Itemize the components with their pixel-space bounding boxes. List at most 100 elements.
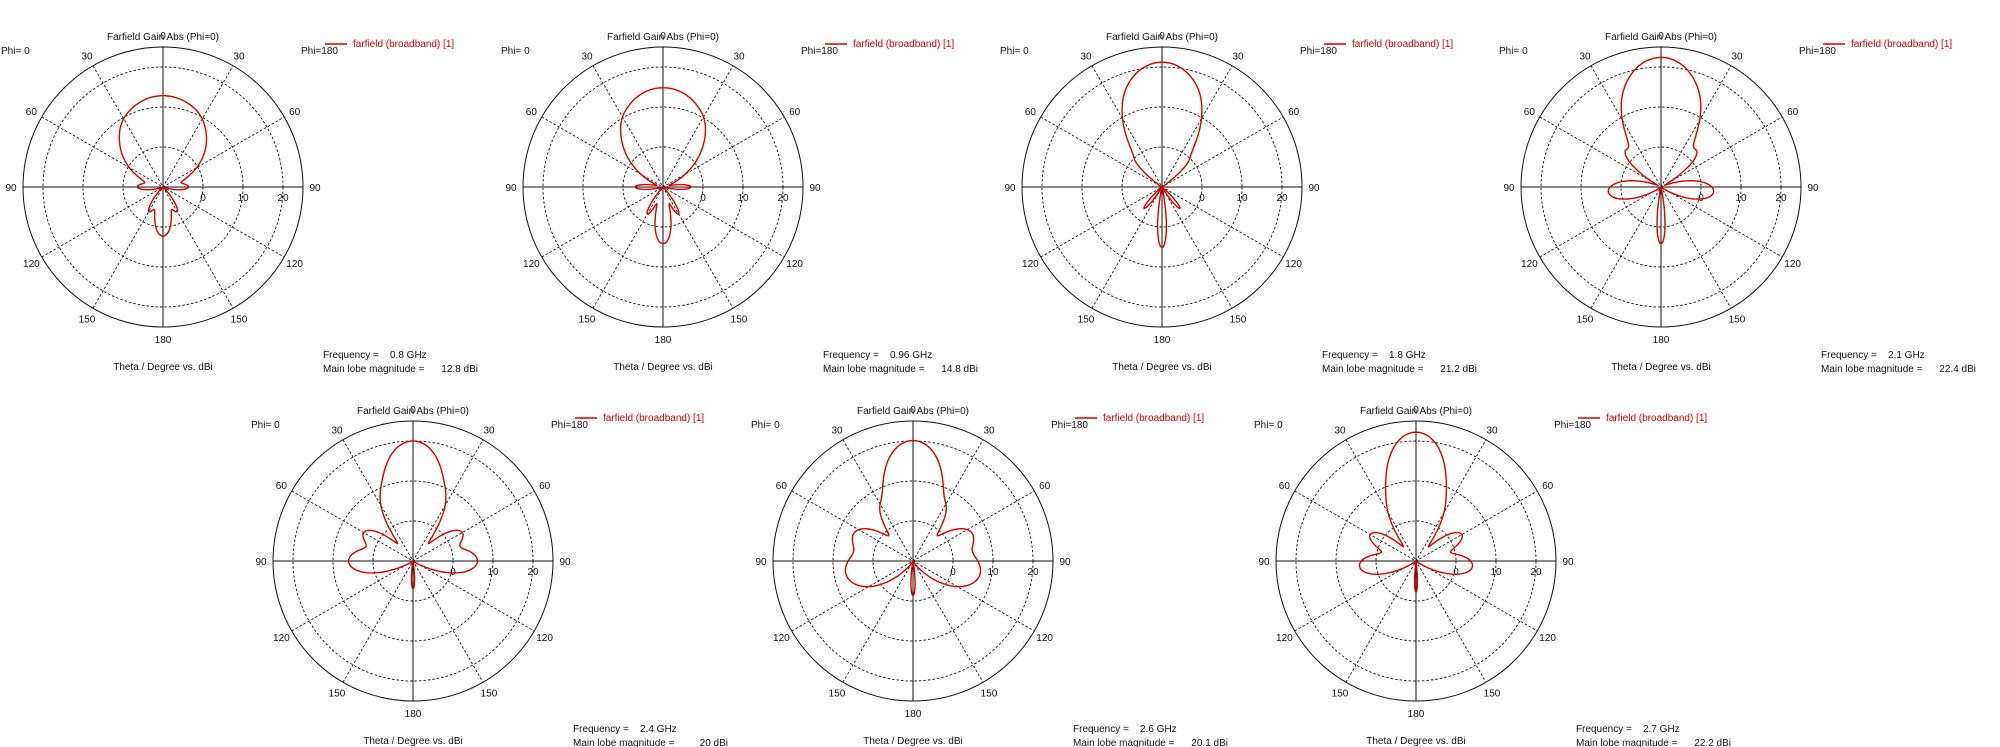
gain-trace (1121, 61, 1203, 249)
angle-tick-label: 150 (481, 689, 498, 700)
radial-tick-label: 20 (527, 567, 539, 578)
angle-tick-label: 60 (1279, 481, 1291, 492)
angle-tick-label: 30 (1579, 51, 1591, 62)
phi-left-label: Phi= 0 (251, 420, 280, 431)
radial-tick-label: 20 (277, 193, 289, 204)
angle-tick-label: 90 (1059, 557, 1071, 568)
angle-tick-label: 180 (405, 709, 422, 720)
x-axis-label: Theta / Degree vs. dBi (863, 736, 963, 747)
phi-left-label: Phi= 0 (501, 46, 530, 57)
angle-tick-label: 180 (155, 335, 172, 346)
phi-right-label: Phi=180 (1799, 46, 1836, 57)
angle-tick-label: 120 (1276, 633, 1293, 644)
main-lobe-value: 22.4 dBi (1939, 364, 1976, 375)
angle-tick-label: 30 (983, 425, 995, 436)
angle-tick-label: 60 (1288, 107, 1300, 118)
radial-tick-label: 20 (1027, 567, 1039, 578)
x-axis-label: Theta / Degree vs. dBi (1611, 362, 1711, 373)
angle-tick-label: 60 (1542, 481, 1554, 492)
phi-left-label: Phi= 0 (1499, 46, 1528, 57)
legend-label: farfield (broadband) [1] (353, 39, 454, 50)
angle-tick-label: 90 (1562, 557, 1574, 568)
plot-title: Farfield Gain Abs (Phi=0) (1605, 32, 1717, 43)
phi-right-label: Phi=180 (301, 46, 338, 57)
radial-tick-label: 0 (950, 567, 956, 578)
angle-tick-label: 150 (1729, 315, 1746, 326)
legend-label: farfield (broadband) [1] (1103, 413, 1204, 424)
angle-tick-label: 0 (910, 405, 916, 416)
radial-tick-label: 0 (1453, 567, 1459, 578)
angle-tick-label: 30 (733, 51, 745, 62)
polar-plot-7: Farfield Gain Abs (Phi=0)030609012015018… (1254, 405, 1731, 747)
angle-tick-label: 150 (231, 315, 248, 326)
angle-tick-label: 150 (329, 689, 346, 700)
angle-tick-label: 90 (755, 557, 767, 568)
main-lobe-label: Main lobe magnitude = (823, 364, 925, 375)
radial-tick-label: 10 (1735, 193, 1747, 204)
angle-tick-label: 60 (1025, 107, 1037, 118)
phi-left-label: Phi= 0 (751, 420, 780, 431)
angle-tick-label: 150 (1577, 315, 1594, 326)
angle-tick-label: 30 (1486, 425, 1498, 436)
angle-tick-label: 180 (1154, 335, 1171, 346)
polar-plot-2: Farfield Gain Abs (Phi=0)030609012015018… (501, 31, 978, 375)
main-lobe-value: 12.8 dBi (441, 364, 478, 375)
plot-title: Farfield Gain Abs (Phi=0) (1106, 32, 1218, 43)
phi-right-label: Phi=180 (801, 46, 838, 57)
angle-tick-label: 150 (1332, 689, 1349, 700)
angle-tick-label: 0 (1413, 405, 1419, 416)
polar-plot-1: Farfield Gain Abs (Phi=0)030609012015018… (1, 31, 478, 375)
radial-tick-label: 10 (737, 193, 749, 204)
x-axis-label: Theta / Degree vs. dBi (613, 362, 713, 373)
radial-tick-label: 10 (1490, 567, 1502, 578)
gain-trace (118, 95, 208, 237)
angle-tick-label: 60 (526, 107, 538, 118)
legend-label: farfield (broadband) [1] (853, 39, 954, 50)
main-lobe-value: 20.1 dBi (1191, 738, 1228, 747)
phi-right-label: Phi=180 (1051, 420, 1088, 431)
angle-tick-label: 0 (1658, 31, 1664, 42)
angle-tick-label: 60 (289, 107, 301, 118)
frequency-value: 0.96 GHz (890, 350, 932, 361)
radial-tick-label: 10 (487, 567, 499, 578)
angle-tick-label: 0 (660, 31, 666, 42)
angle-tick-label: 150 (981, 689, 998, 700)
angle-tick-label: 90 (559, 557, 571, 568)
radial-tick-label: 20 (1530, 567, 1542, 578)
phi-left-label: Phi= 0 (1000, 46, 1029, 57)
angle-tick-label: 90 (1807, 183, 1819, 194)
polar-plot-4: Farfield Gain Abs (Phi=0)0 30 60 90 120 150 18… (1499, 31, 1976, 375)
phi-right-label: Phi=180 (1554, 420, 1591, 431)
main-lobe-label: Main lobe magnitude = (1322, 364, 1424, 375)
angle-tick-label: 90 (1503, 183, 1515, 194)
main-lobe-value: 14.8 dBi (941, 364, 978, 375)
angle-tick-label: 30 (81, 51, 93, 62)
frequency-label: Frequency = (573, 724, 629, 735)
gain-trace (347, 440, 479, 590)
frequency-value: 0.8 GHz (390, 350, 427, 361)
frequency-label: Frequency = (823, 350, 879, 361)
angle-tick-label: 0 (1159, 31, 1165, 42)
plot-title: Farfield Gain Abs (Phi=0) (357, 406, 469, 417)
gain-trace (1607, 56, 1715, 245)
main-lobe-label: Main lobe magnitude = (1073, 738, 1175, 747)
frequency-value: 2.4 GHz (640, 724, 677, 735)
radial-tick-label: 20 (1276, 193, 1288, 204)
main-lobe-label: Main lobe magnitude = (1821, 364, 1923, 375)
radial-tick-label: 0 (200, 193, 206, 204)
angle-tick-label: 0 (160, 31, 166, 42)
angle-tick-label: 120 (1539, 633, 1556, 644)
frequency-label: Frequency = (1576, 724, 1632, 735)
angle-tick-label: 120 (1521, 259, 1538, 270)
angle-tick-label: 30 (331, 425, 343, 436)
main-lobe-label: Main lobe magnitude = (323, 364, 425, 375)
polar-plot-6: Farfield Gain Abs (Phi=0)030609012015018… (751, 405, 1228, 747)
frequency-value: 1.8 GHz (1389, 350, 1426, 361)
frequency-label: Frequency = (323, 350, 379, 361)
main-lobe-label: Main lobe magnitude = (573, 738, 675, 747)
angle-tick-label: 60 (1524, 107, 1536, 118)
legend-label: farfield (broadband) [1] (1606, 413, 1707, 424)
main-lobe-value: 21.2 dBi (1440, 364, 1477, 375)
angle-tick-label: 180 (905, 709, 922, 720)
